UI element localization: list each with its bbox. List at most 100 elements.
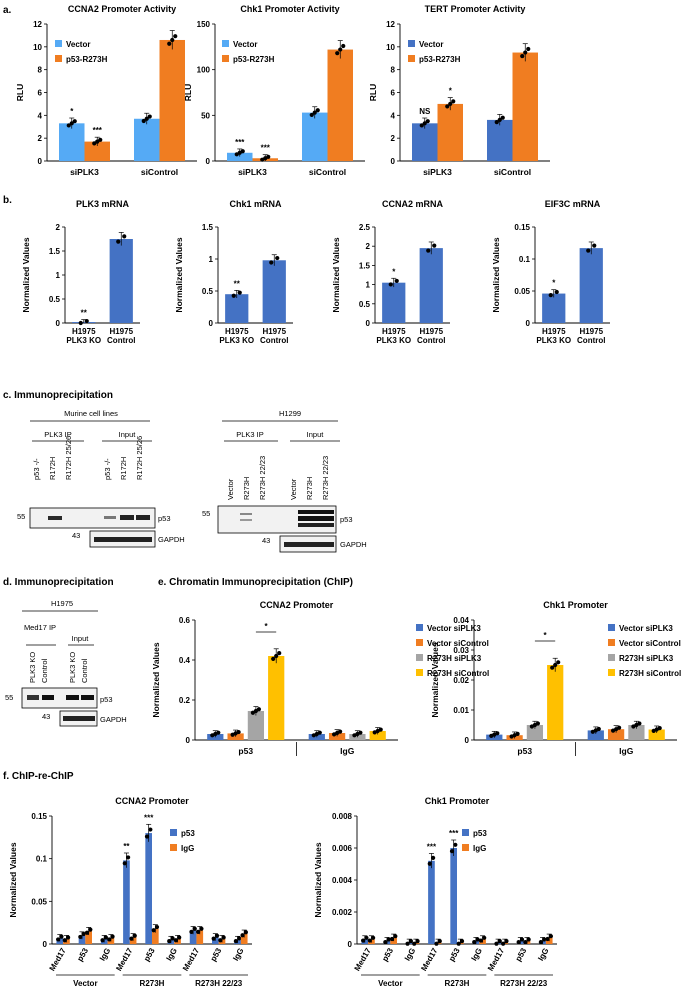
data-point	[110, 934, 115, 939]
data-point	[501, 941, 506, 946]
significance-label: **	[234, 279, 241, 288]
data-point	[412, 941, 417, 946]
category-label: siControl	[309, 167, 346, 177]
chart-title: CCNA2 Promoter	[115, 796, 189, 806]
data-point	[383, 940, 388, 945]
blot-lane-label: p53 -/-	[103, 458, 112, 480]
y-tick-label: 0.02	[453, 676, 469, 685]
bar	[412, 123, 438, 161]
category-label: PLK3 KO	[219, 336, 254, 345]
data-point	[415, 938, 420, 944]
bar	[84, 141, 110, 161]
y-tick-label: 0	[526, 319, 531, 328]
group-label: R273H	[445, 979, 470, 988]
blot-band	[298, 510, 334, 514]
data-point	[432, 243, 437, 248]
y-tick-label: 10	[33, 43, 42, 52]
legend-swatch	[608, 669, 615, 676]
bar	[382, 282, 406, 323]
bar	[302, 112, 328, 161]
data-point	[192, 926, 197, 931]
blot-band	[104, 516, 116, 519]
bar	[437, 103, 463, 161]
y-tick-label: 1.5	[359, 261, 371, 270]
significance-label: ***	[235, 138, 245, 147]
data-point	[548, 293, 553, 298]
data-point	[107, 937, 112, 942]
y-axis-label: Normalized Values	[491, 237, 501, 312]
category-label: p53	[209, 946, 224, 963]
y-tick-label: 0.006	[332, 844, 353, 853]
data-point	[434, 941, 439, 946]
data-point	[196, 929, 201, 934]
bar	[123, 860, 130, 944]
data-point	[173, 938, 178, 943]
data-point	[520, 53, 525, 59]
significance-label: ***	[449, 829, 459, 838]
data-point	[553, 662, 558, 668]
blot-band	[42, 695, 54, 700]
bar	[419, 248, 443, 323]
data-point	[211, 936, 216, 941]
blot-group-label: PLK3 IP	[236, 430, 264, 439]
chart-a1: CCNA2 Promoter Activity 0 2 4 6 8 10 12 RLU siPLK…	[15, 4, 197, 177]
mw-marker: 55	[17, 512, 25, 521]
data-point	[482, 935, 487, 940]
data-point	[550, 665, 555, 670]
category-label: H1975	[419, 327, 443, 336]
y-axis-label: Normalized Values	[174, 237, 184, 312]
bar	[189, 930, 197, 944]
band-label: p53	[158, 514, 171, 523]
data-point	[386, 937, 391, 942]
data-point	[478, 938, 483, 943]
data-point	[315, 108, 320, 113]
blot-lane-label: R273H	[242, 477, 251, 500]
category-label: Control	[260, 336, 288, 345]
bar	[268, 656, 285, 740]
category-label: H1975	[109, 327, 133, 336]
data-point	[56, 937, 61, 942]
data-point	[274, 653, 279, 659]
data-point	[126, 855, 131, 860]
y-tick-label: 0.4	[179, 656, 191, 665]
data-point	[504, 938, 509, 944]
chart-a2: Chk1 Promoter Activity 0 50 100 150 RLU siPLK3…	[183, 4, 365, 177]
chart-title: EIF3C mRNA	[545, 199, 601, 209]
mw-marker: 43	[42, 712, 50, 721]
legend-swatch	[416, 654, 423, 661]
legend-label: Vector	[419, 40, 443, 49]
significance-label: **	[81, 309, 88, 318]
data-point	[371, 935, 376, 940]
chart-title: Chk1 mRNA	[229, 199, 282, 209]
data-point	[497, 938, 502, 944]
legend-label: R273H siControl	[427, 669, 489, 678]
y-tick-label: 1	[366, 281, 371, 290]
category-label: Med17	[419, 946, 440, 973]
blot-band	[94, 537, 152, 542]
blot-group-label: Input	[119, 430, 137, 439]
data-point	[216, 730, 221, 735]
data-point	[275, 255, 280, 261]
legend-swatch	[608, 624, 615, 631]
panel-f-label: f. ChIP-re-ChIP	[3, 771, 74, 782]
legend-label: Vector siPLK3	[619, 624, 673, 633]
y-tick-label: 0.1	[36, 855, 48, 864]
y-tick-label: 0	[38, 157, 43, 166]
category-label: H1975	[579, 327, 603, 336]
category-label: PLK3 KO	[376, 336, 411, 345]
blot-band	[240, 519, 252, 521]
charts-layer: CCNA2 Promoter Activity024681012RLUsiPLK…	[8, 4, 681, 988]
data-point	[100, 938, 105, 943]
data-point	[419, 123, 424, 128]
category-label: p53	[238, 746, 253, 756]
group-label: R273H 22/23	[500, 979, 548, 988]
group-label: R273H	[140, 979, 165, 988]
data-point	[453, 842, 458, 847]
data-point	[427, 861, 432, 866]
data-point	[271, 656, 276, 661]
y-axis-label: Normalized Values	[430, 642, 440, 717]
blot-membrane	[21, 687, 98, 709]
chart-e2: Chk1 Promoter 0 0.01 0.02 0.03 0.04 Normalized…	[430, 600, 681, 756]
data-point	[338, 47, 343, 52]
